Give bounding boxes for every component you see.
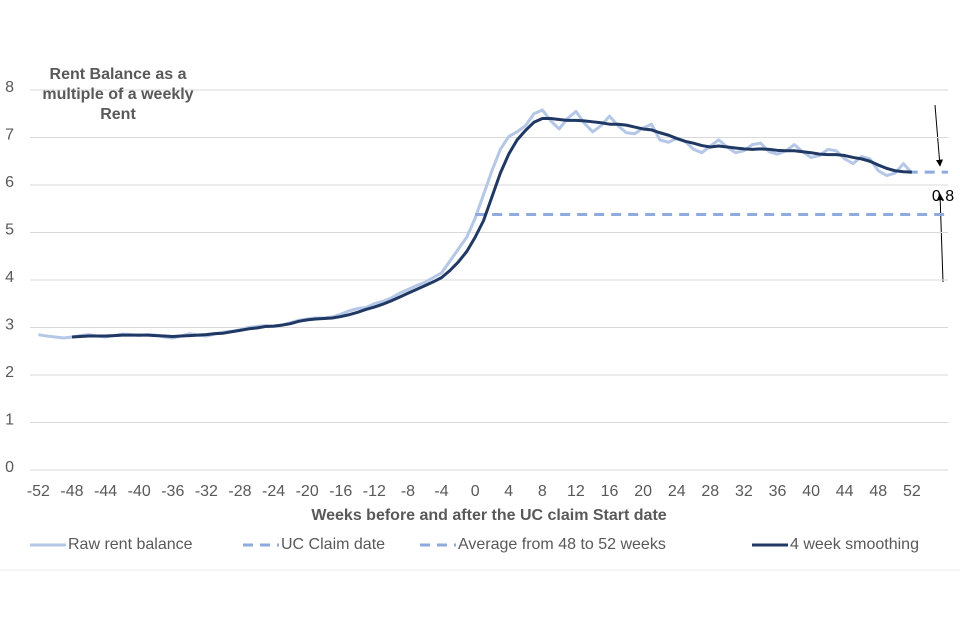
legend-label: 4 week smoothing bbox=[790, 536, 919, 553]
x-tick-label: 44 bbox=[836, 483, 854, 500]
legend-label: Average from 48 to 52 weeks bbox=[458, 536, 666, 553]
series-line bbox=[71, 117, 912, 339]
x-tick-label: 20 bbox=[634, 483, 652, 500]
y-axis-title: Rent bbox=[100, 106, 136, 123]
y-tick-label: 8 bbox=[5, 79, 14, 96]
x-tick-label: -28 bbox=[228, 483, 251, 500]
y-tick-label: 5 bbox=[5, 222, 14, 239]
x-tick-label: 48 bbox=[869, 483, 887, 500]
y-axis-title: multiple of a weekly bbox=[42, 86, 193, 103]
x-tick-label: 16 bbox=[601, 483, 619, 500]
x-tick-label: -12 bbox=[363, 483, 386, 500]
x-tick-label: 8 bbox=[538, 483, 547, 500]
legend-item: Average from 48 to 52 weeks bbox=[420, 536, 666, 553]
x-tick-label: -48 bbox=[60, 483, 83, 500]
x-tick-label: 40 bbox=[802, 483, 820, 500]
x-tick-label: -36 bbox=[161, 483, 184, 500]
y-tick-label: 0 bbox=[5, 459, 14, 476]
legend-label: UC Claim date bbox=[281, 536, 385, 553]
x-tick-label: -32 bbox=[195, 483, 218, 500]
legend-item: Raw rent balance bbox=[30, 536, 193, 553]
y-tick-label: 1 bbox=[5, 412, 14, 429]
legend-label: Raw rent balance bbox=[68, 536, 193, 553]
legend-item: 4 week smoothing bbox=[752, 536, 919, 553]
x-tick-label: -40 bbox=[128, 483, 151, 500]
x-tick-label: 24 bbox=[668, 483, 686, 500]
x-tick-label: 52 bbox=[903, 483, 921, 500]
y-tick-label: 3 bbox=[5, 317, 14, 334]
annotation: 0.8 bbox=[932, 188, 954, 205]
x-tick-label: -52 bbox=[27, 483, 50, 500]
y-tick-label: 6 bbox=[5, 174, 14, 191]
x-tick-label: -24 bbox=[262, 483, 285, 500]
y-tick-label: 7 bbox=[5, 127, 14, 144]
x-tick-label: -16 bbox=[329, 483, 352, 500]
x-tick-label: 32 bbox=[735, 483, 753, 500]
y-tick-label: 4 bbox=[5, 269, 14, 286]
x-tick-label: 4 bbox=[504, 483, 513, 500]
series-line bbox=[38, 108, 914, 340]
x-tick-label: 36 bbox=[769, 483, 787, 500]
x-tick-label: 12 bbox=[567, 483, 585, 500]
y-axis-title: Rent Balance as a bbox=[50, 66, 187, 83]
x-axis-title: Weeks before and after the UC claim Star… bbox=[311, 507, 666, 524]
x-tick-label: -4 bbox=[434, 483, 448, 500]
x-tick-label: 0 bbox=[471, 483, 480, 500]
x-tick-label: -8 bbox=[401, 483, 415, 500]
y-tick-label: 2 bbox=[5, 364, 14, 381]
arrow bbox=[934, 104, 943, 167]
legend-item: UC Claim date bbox=[243, 536, 385, 553]
arrow bbox=[936, 193, 944, 283]
x-tick-label: 28 bbox=[701, 483, 719, 500]
x-tick-label: -44 bbox=[94, 483, 117, 500]
x-tick-label: -20 bbox=[296, 483, 319, 500]
